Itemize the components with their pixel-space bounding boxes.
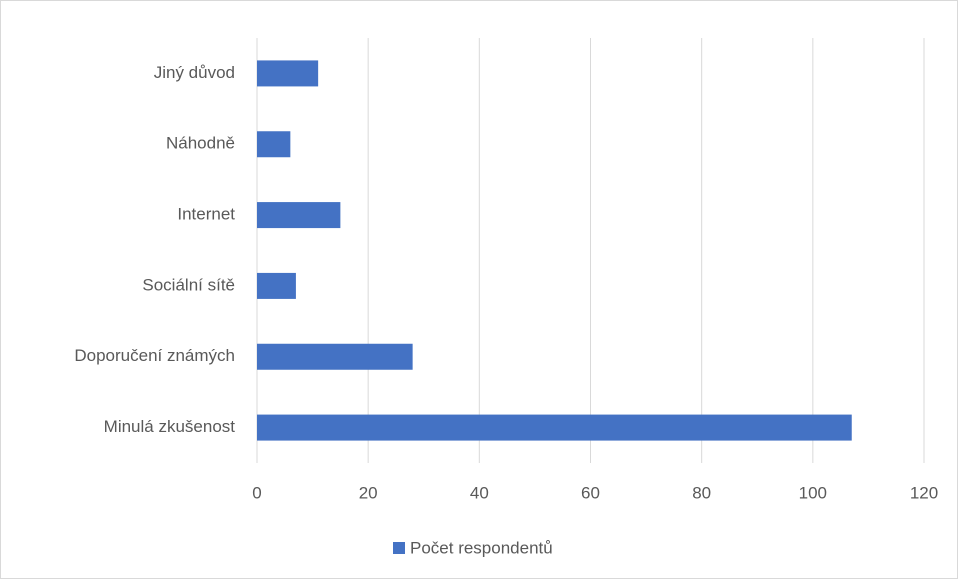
y-tick-label: Sociální sítě	[142, 275, 235, 294]
x-tick-label: 40	[470, 483, 489, 502]
x-tick-label: 100	[799, 483, 827, 502]
bar	[257, 202, 341, 229]
legend-label: Počet respondentů	[410, 538, 553, 557]
x-tick-label: 20	[359, 483, 378, 502]
y-tick-label: Jiný důvod	[154, 63, 235, 82]
bar	[257, 131, 291, 158]
x-tick-label: 60	[581, 483, 600, 502]
x-tick-label: 120	[910, 483, 938, 502]
bar	[257, 343, 413, 370]
legend-swatch	[393, 542, 405, 554]
y-tick-label: Minulá zkušenost	[104, 417, 236, 436]
bar	[257, 272, 296, 299]
y-tick-label: Internet	[177, 205, 235, 224]
x-tick-label: 0	[252, 483, 261, 502]
bar	[257, 414, 852, 441]
y-tick-label: Doporučení známých	[74, 346, 235, 365]
bar	[257, 60, 319, 87]
x-tick-label: 80	[692, 483, 711, 502]
y-tick-label: Náhodně	[166, 134, 235, 153]
